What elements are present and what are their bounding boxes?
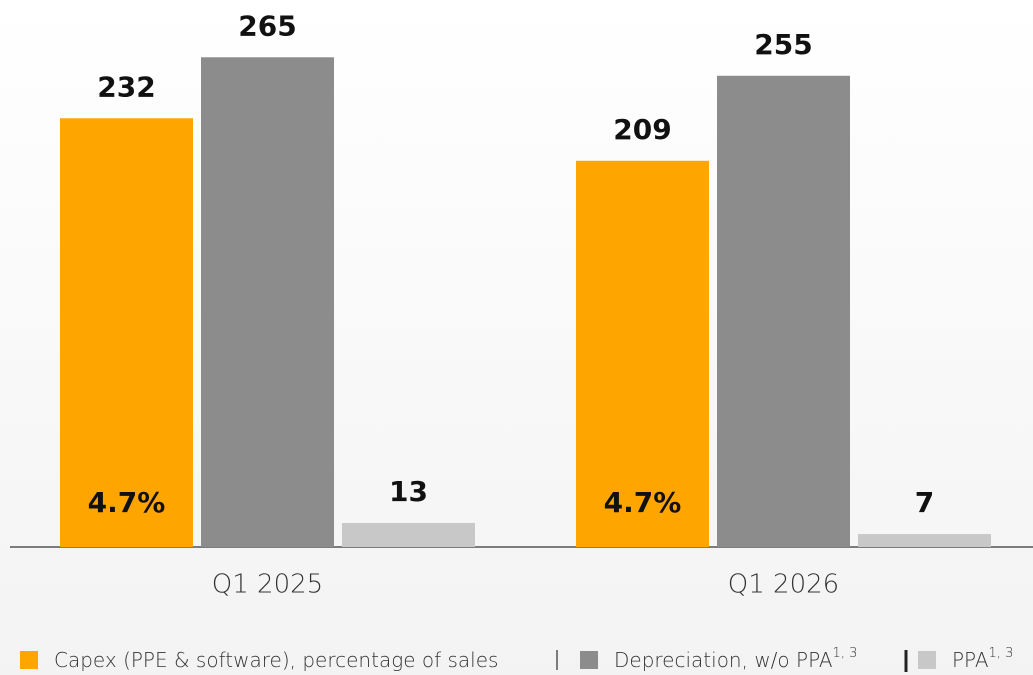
value-label: 7	[915, 486, 934, 519]
bar	[60, 118, 193, 548]
value-label: 232	[97, 70, 155, 103]
value-label: 209	[613, 113, 671, 146]
value-label: 255	[754, 28, 812, 61]
legend-name: Depreciation, w/o PPA	[614, 648, 833, 672]
legend-name: PPA	[952, 648, 989, 672]
legend-swatch	[918, 651, 936, 669]
inner-label: 4.7%	[604, 486, 682, 519]
legend-name: Capex (PPE & software), percentage of sa…	[54, 648, 498, 672]
bar	[858, 534, 991, 547]
legend-label: Capex (PPE & software), percentage of sa…	[54, 648, 498, 672]
value-label: 265	[238, 9, 296, 42]
legend-label: PPA1, 3	[952, 646, 1013, 672]
value-label: 13	[389, 475, 428, 508]
bar	[576, 160, 709, 547]
legend-label: Depreciation, w/o PPA1, 3	[614, 646, 857, 672]
bar	[717, 75, 850, 547]
bar	[201, 57, 334, 547]
legend-footnote: 1, 3	[989, 646, 1014, 661]
x-tick-label: Q1 2026	[728, 570, 839, 600]
legend-swatch	[20, 651, 38, 669]
bar	[342, 522, 475, 547]
legend-footnote: 1, 3	[833, 646, 858, 661]
inner-label: 4.7%	[88, 486, 166, 519]
x-tick-label: Q1 2025	[212, 570, 323, 600]
legend-swatch	[580, 651, 598, 669]
